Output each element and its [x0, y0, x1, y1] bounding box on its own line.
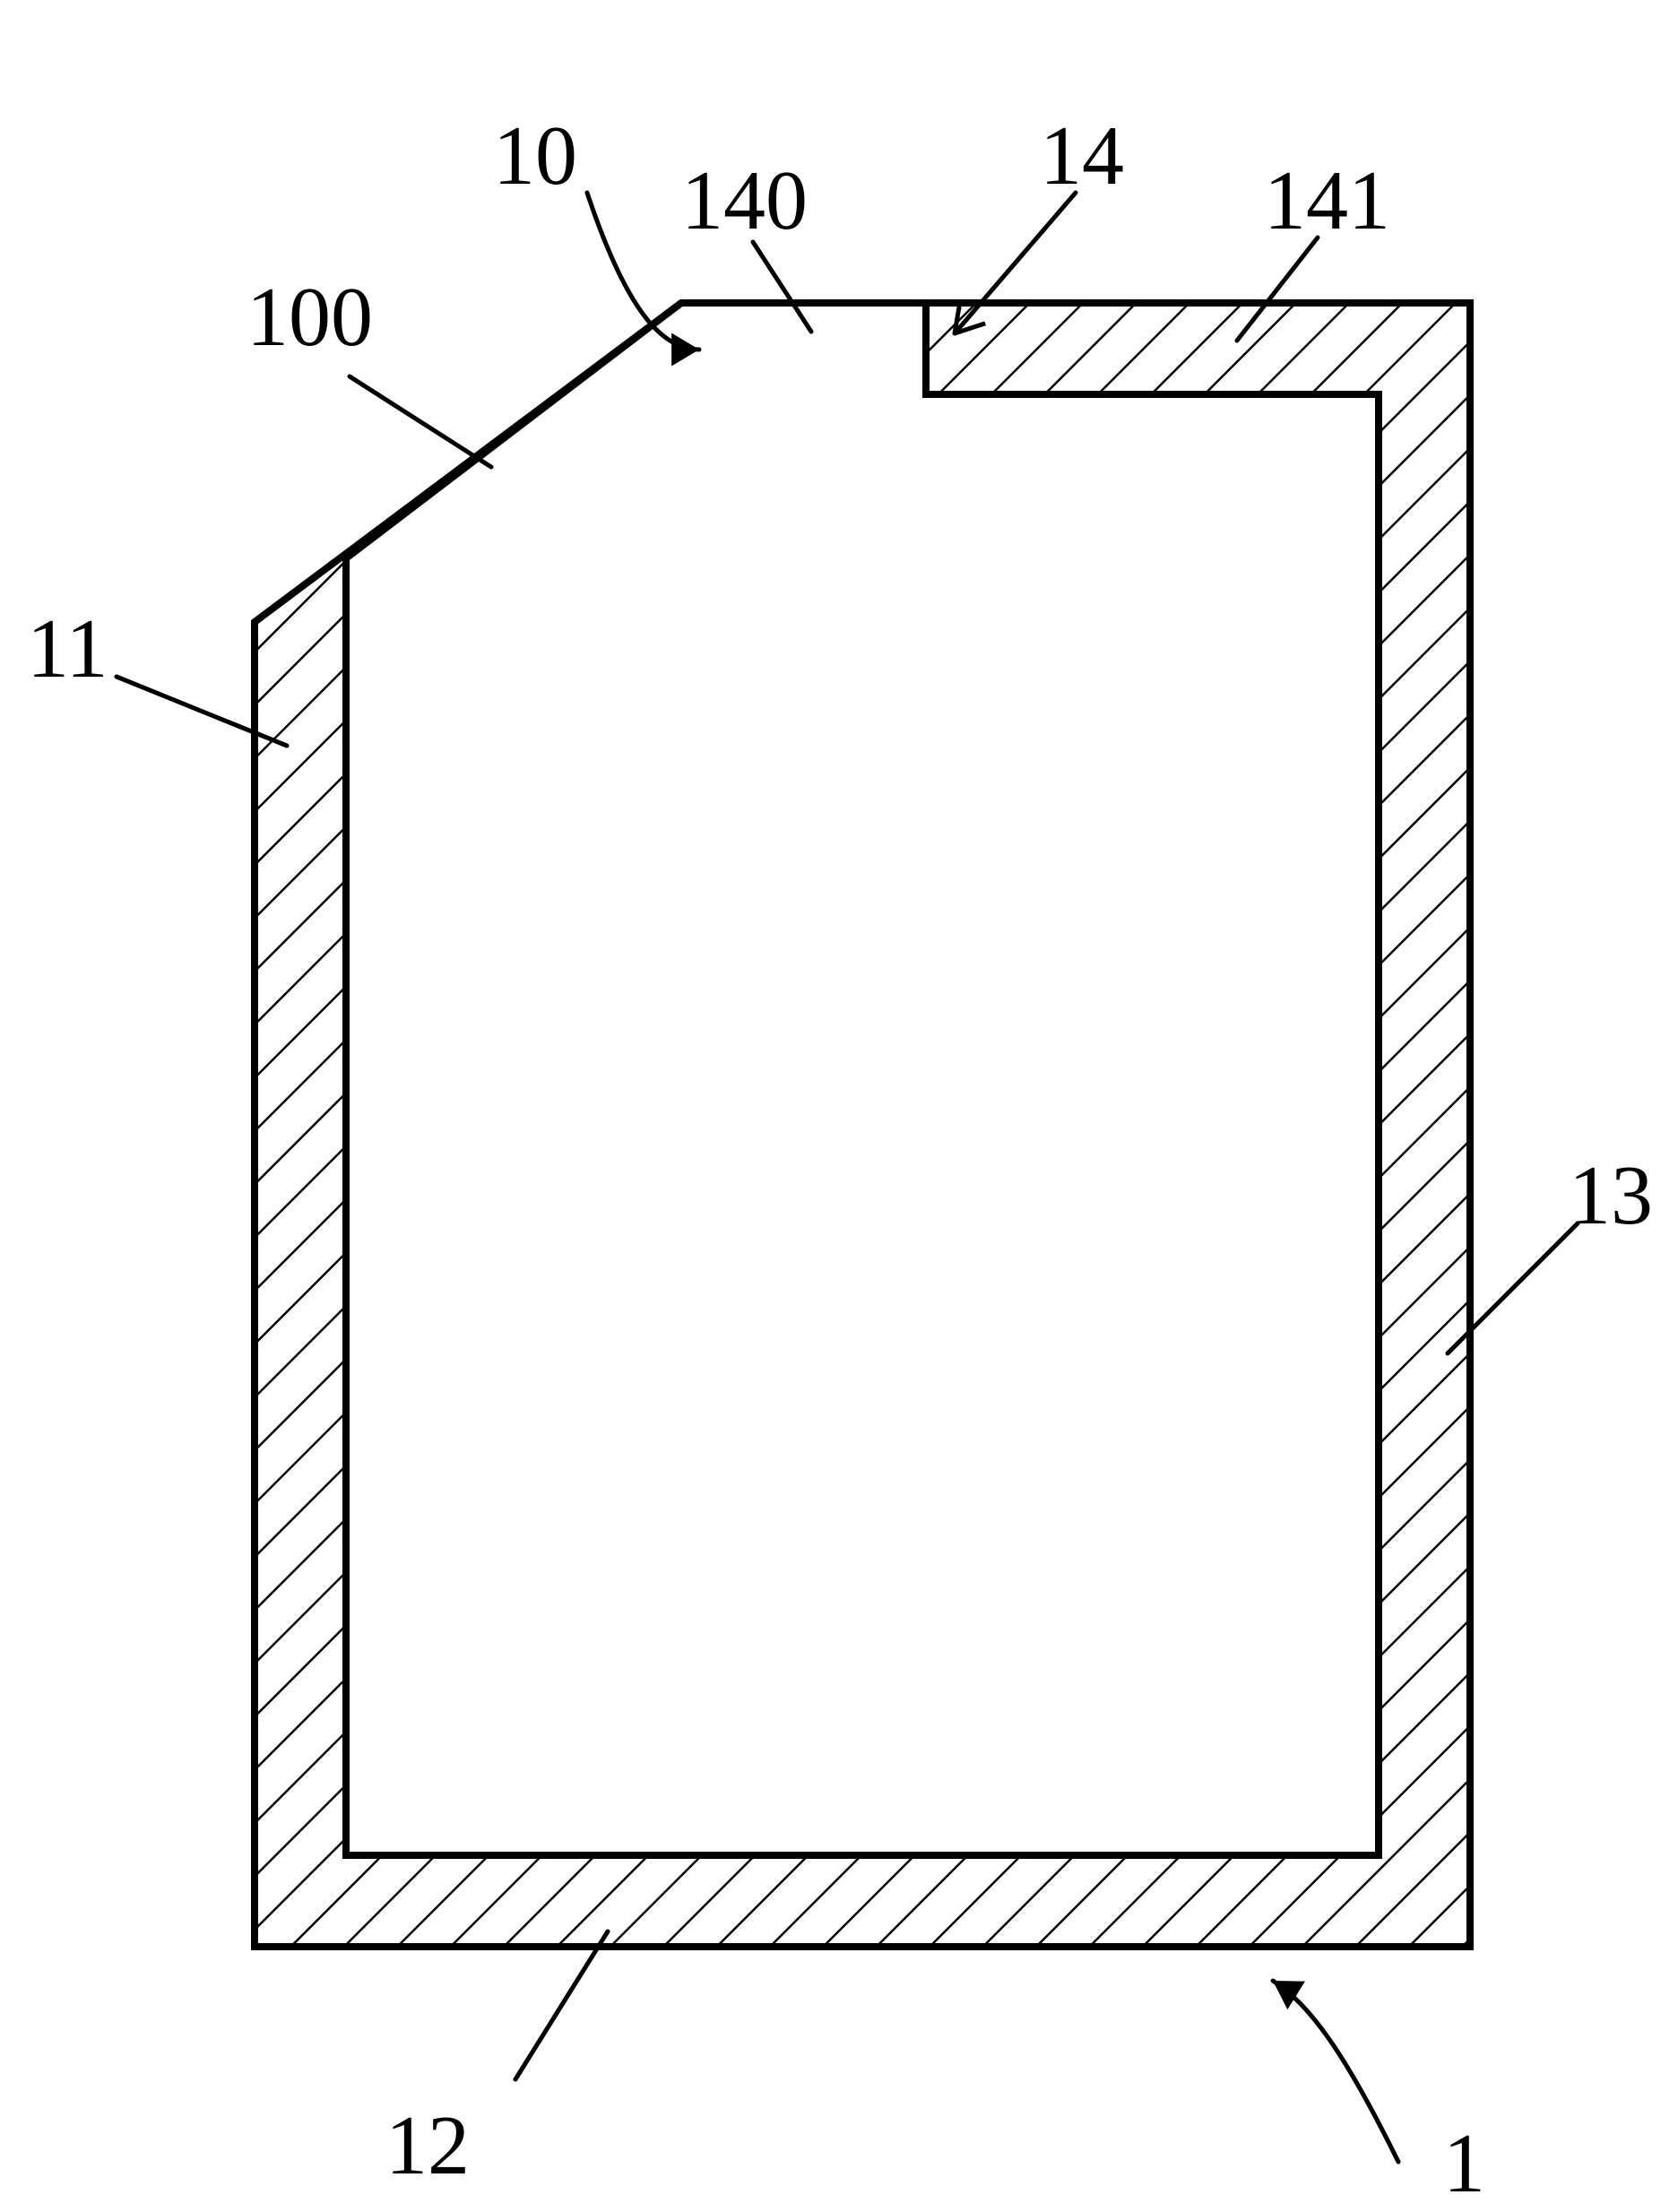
label-140: 140 — [681, 152, 808, 249]
label-14: 14 — [1040, 108, 1124, 204]
label-1: 1 — [1443, 2115, 1485, 2212]
label-10: 10 — [493, 108, 577, 204]
label-12: 12 — [385, 2097, 470, 2194]
label-13: 13 — [1569, 1147, 1653, 1244]
label-100: 100 — [247, 269, 373, 366]
label-141: 141 — [1264, 152, 1390, 249]
label-11: 11 — [27, 601, 108, 697]
